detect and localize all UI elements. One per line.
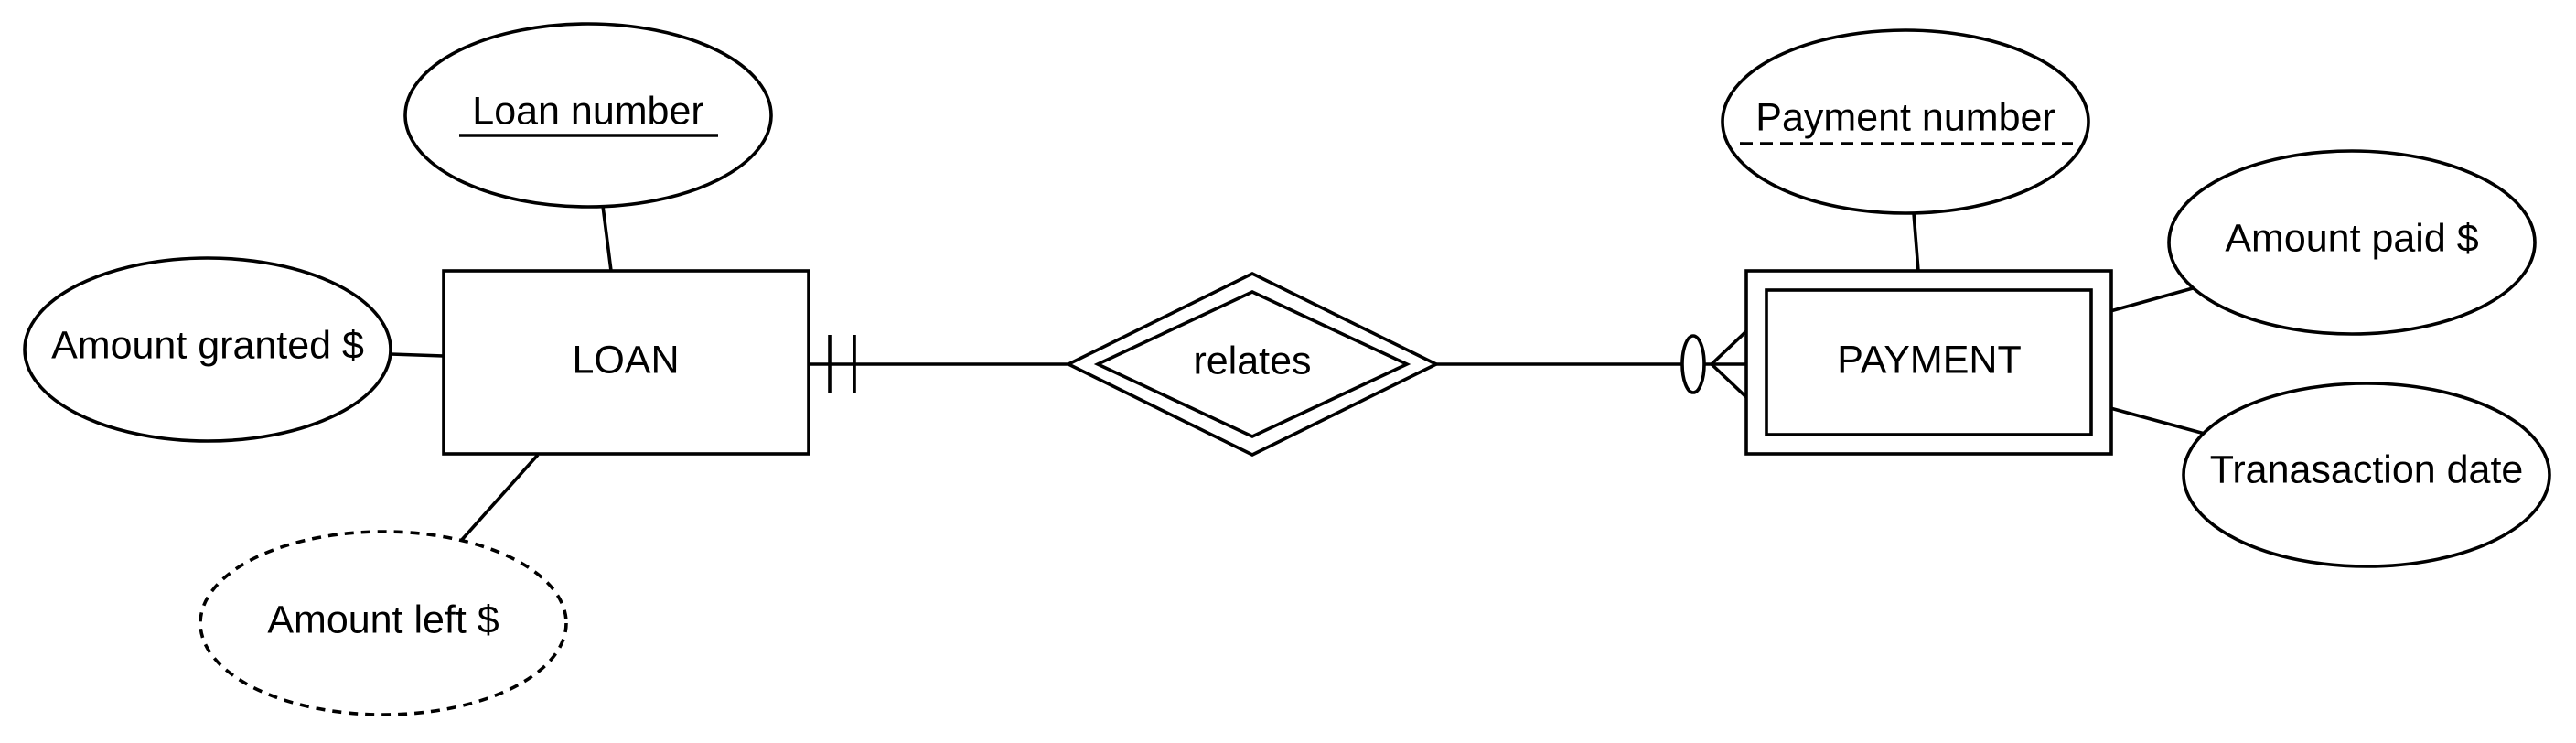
- loan-entity-label: LOAN: [572, 338, 679, 382]
- attribute-label: Amount granted $: [51, 323, 364, 367]
- attribute-label: Tranasaction date: [2210, 447, 2524, 491]
- payment-many-crowfoot-lower: [1710, 362, 1748, 399]
- attribute-label: Amount left $: [267, 598, 499, 641]
- relationship-relates: relates: [1064, 271, 1441, 458]
- relationship-label: relates: [1193, 339, 1311, 382]
- derived-attribute-ellipse: [199, 530, 568, 716]
- attribute-payment-number: Payment number: [1721, 28, 2090, 215]
- payment-many-crowfoot-upper: [1710, 329, 1748, 366]
- partial-key-attribute-ellipse: [1721, 28, 2090, 215]
- payment-zero-optional-circle: [1680, 334, 1706, 394]
- attribute-ellipse: [23, 256, 392, 443]
- payment-entity: PAYMENT: [1744, 269, 2113, 456]
- loan-entity: LOAN: [442, 269, 810, 456]
- loan-number-connector: [601, 205, 613, 272]
- attribute-transaction-date: Tranasaction date: [2182, 382, 2551, 568]
- amount-granted-connector: [390, 352, 445, 358]
- transaction-date-connector: [2109, 406, 2206, 436]
- attribute-label: Loan number: [472, 89, 703, 133]
- attribute-ellipse: [2167, 149, 2537, 336]
- attribute-amount-left: Amount left $: [199, 530, 568, 716]
- amount-left-connector: [458, 453, 540, 544]
- attribute-amount-granted: Amount granted $: [23, 256, 392, 443]
- attribute-label: Amount paid $: [2225, 216, 2478, 260]
- attribute-loan-number: Loan number: [403, 22, 773, 209]
- amount-paid-connector: [2109, 286, 2194, 313]
- attribute-label: Payment number: [1755, 95, 2055, 139]
- payment-entity-label: PAYMENT: [1837, 338, 2021, 382]
- attribute-amount-paid: Amount paid $: [2167, 149, 2537, 336]
- payment-number-connector: [1912, 212, 1920, 272]
- attribute-ellipse: [2182, 382, 2551, 568]
- key-attribute-ellipse: [403, 22, 773, 209]
- loan-entity-box: [442, 269, 810, 456]
- relationship-inner-diamond: [1093, 290, 1411, 438]
- payment-entity-inner-box: [1765, 288, 2093, 436]
